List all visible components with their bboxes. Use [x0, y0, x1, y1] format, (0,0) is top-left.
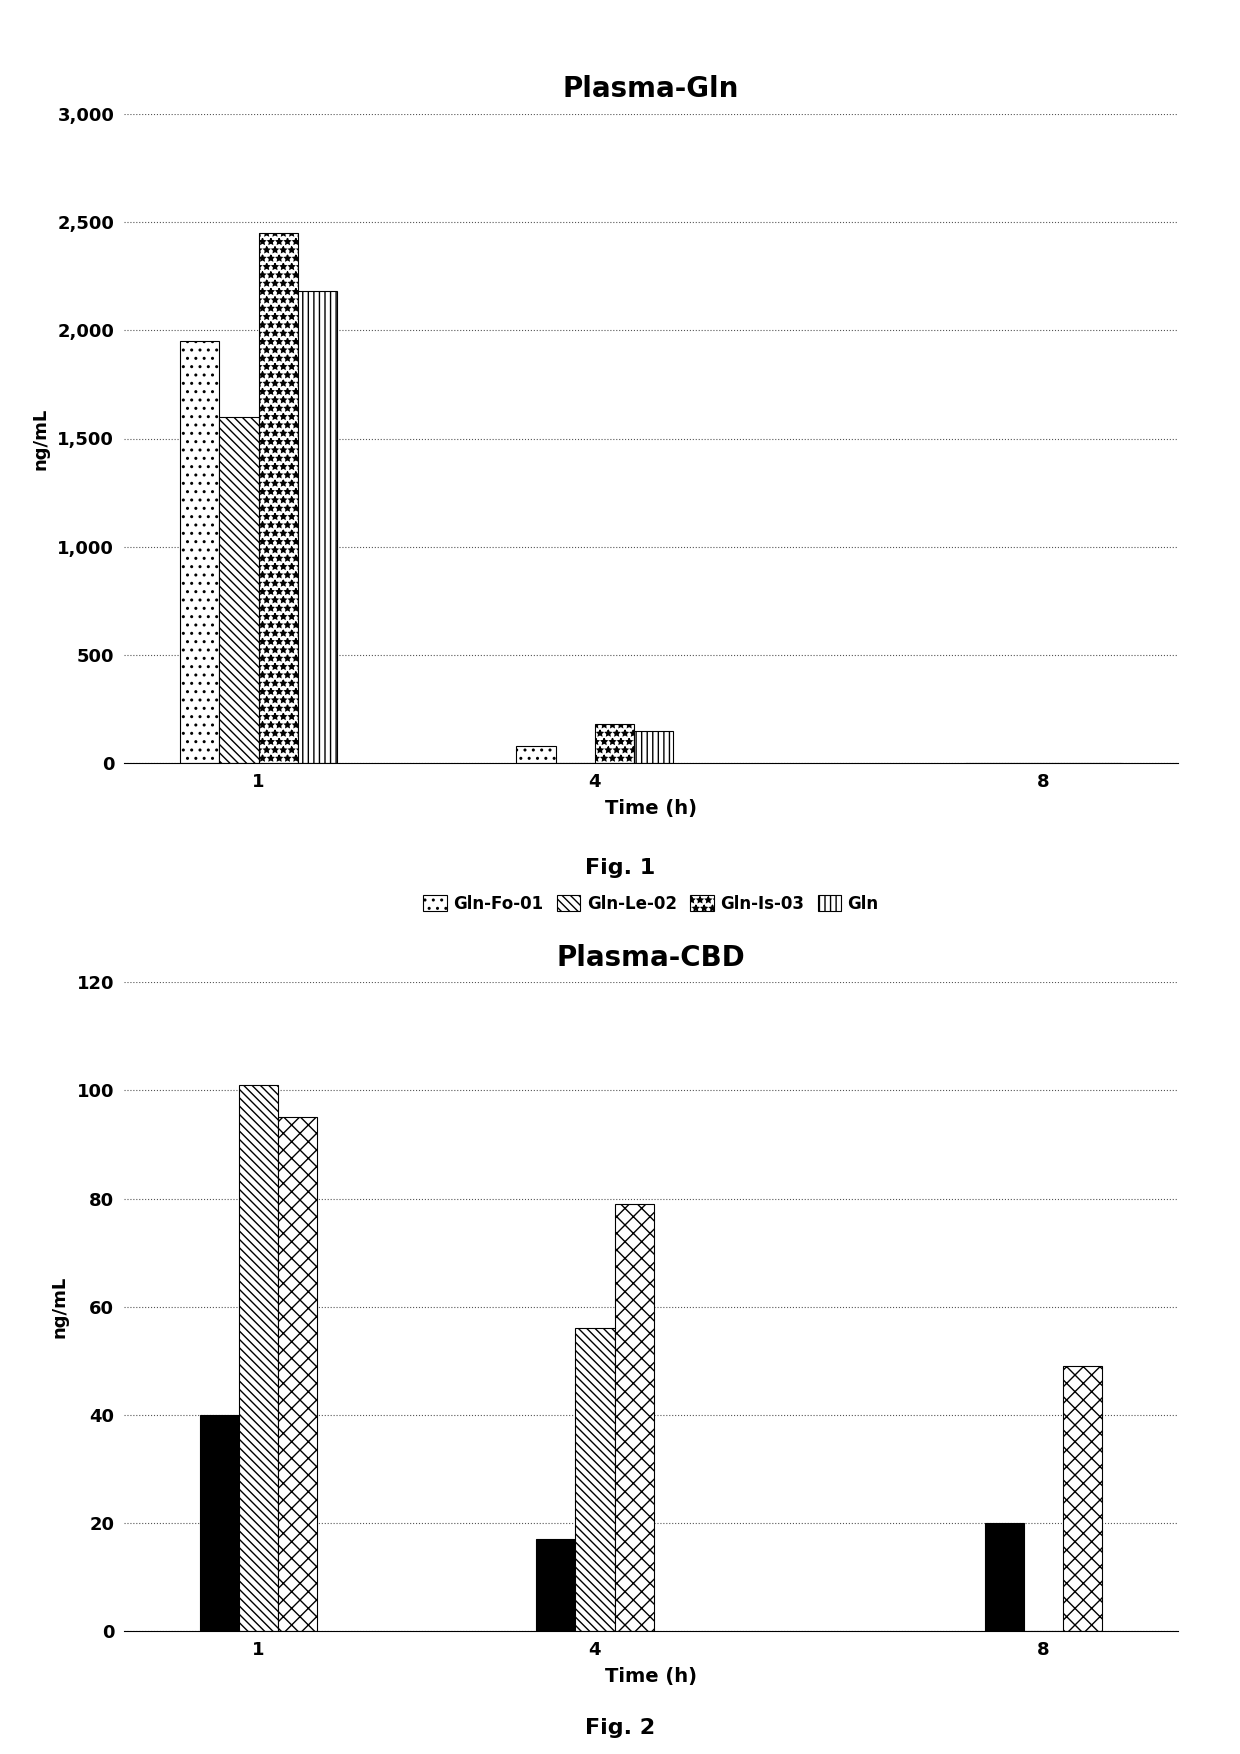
- Bar: [1063, 1366, 1102, 1631]
- Bar: [575, 1328, 615, 1631]
- Bar: [634, 731, 673, 763]
- Y-axis label: ng/mL: ng/mL: [31, 407, 50, 470]
- Bar: [536, 1540, 575, 1631]
- Bar: [298, 291, 337, 763]
- Title: Plasma-Gln: Plasma-Gln: [563, 75, 739, 103]
- Bar: [615, 1203, 653, 1631]
- Y-axis label: ng/mL: ng/mL: [51, 1275, 68, 1338]
- Bar: [516, 745, 556, 763]
- X-axis label: Time (h): Time (h): [605, 1668, 697, 1686]
- Bar: [219, 417, 259, 763]
- X-axis label: Time (h): Time (h): [605, 800, 697, 817]
- Bar: [595, 724, 634, 763]
- Bar: [239, 1086, 278, 1631]
- Text: Fig. 2: Fig. 2: [585, 1717, 655, 1738]
- Text: Fig. 1: Fig. 1: [585, 858, 655, 879]
- Bar: [259, 233, 298, 763]
- Bar: [985, 1522, 1024, 1631]
- Title: Plasma-CBD: Plasma-CBD: [557, 944, 745, 972]
- Legend: Gln-Fo-01, Gln-Le-02, Gln-Is-03, Gln: Gln-Fo-01, Gln-Le-02, Gln-Is-03, Gln: [417, 888, 885, 919]
- Bar: [200, 1415, 239, 1631]
- Bar: [278, 1117, 317, 1631]
- Bar: [180, 340, 219, 763]
